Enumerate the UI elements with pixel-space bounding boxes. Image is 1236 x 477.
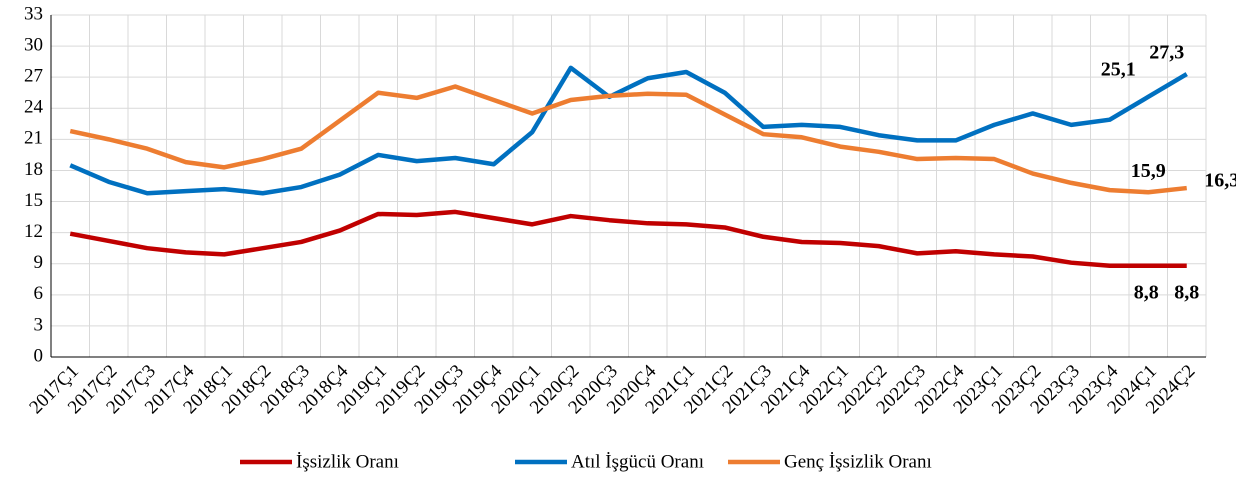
y-tick-label: 6 — [34, 283, 44, 304]
y-tick-label: 0 — [34, 345, 44, 366]
data-label: 15,9 — [1131, 160, 1166, 182]
y-tick-label: 9 — [34, 252, 44, 273]
y-tick-label: 15 — [24, 190, 43, 211]
series-line — [69, 65, 1188, 196]
y-tick-label: 12 — [24, 221, 43, 242]
legend-label: İşsizlik Oranı — [296, 451, 399, 472]
y-tick-label: 18 — [24, 159, 43, 180]
y-tick-label: 21 — [24, 128, 43, 149]
legend-label: Genç İşsizlik Oranı — [784, 451, 932, 472]
data-label: 8,8 — [1134, 281, 1159, 303]
data-label: 16,3 — [1204, 170, 1236, 192]
y-tick-label: 24 — [24, 97, 44, 118]
legend-label: Atıl İşgücü Oranı — [571, 451, 704, 472]
y-tick-label: 30 — [24, 34, 43, 55]
y-tick-label: 3 — [34, 314, 44, 335]
series-line — [69, 84, 1187, 195]
data-label: 25,1 — [1101, 58, 1136, 80]
series-line — [69, 209, 1187, 269]
data-label: 8,8 — [1174, 281, 1199, 303]
y-tick-label: 33 — [24, 3, 43, 24]
data-label: 27,3 — [1149, 42, 1184, 64]
y-tick-label: 27 — [24, 66, 43, 87]
